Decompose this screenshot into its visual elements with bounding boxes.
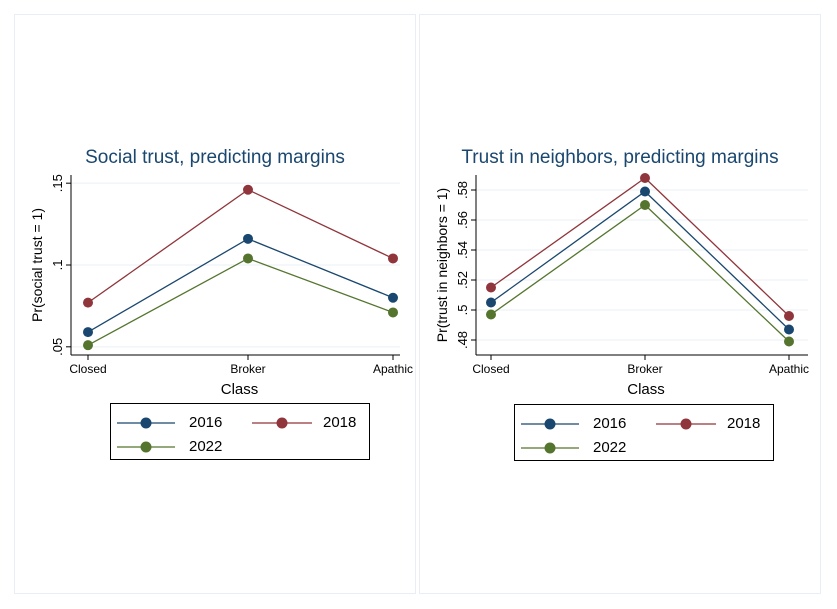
legend-label: 2018	[727, 415, 761, 432]
y-tick-label: .05	[50, 338, 65, 356]
data-point-2022	[388, 307, 398, 318]
data-point-2018	[486, 282, 496, 293]
x-tick-label: Broker	[230, 362, 265, 376]
data-point-2018	[640, 173, 650, 183]
series-line-2018	[87, 188, 394, 304]
data-point-2022	[83, 340, 93, 351]
data-point-2018	[784, 311, 794, 321]
series-line-2018	[490, 177, 790, 317]
x-tick-label: Closed	[69, 362, 106, 376]
legend-item-2018: 2018	[656, 414, 771, 434]
legend-label: 2016	[593, 415, 627, 432]
series-line-2022	[87, 257, 394, 346]
y-tick-label: .56	[455, 211, 470, 229]
legend-item-2022: 2022	[521, 438, 631, 458]
y-axis-title: Pr(social trust = 1)	[29, 208, 45, 322]
chart-plot-social-trust: .05 .1 .15 Pr(social trust = 1) Closed Broker…	[29, 174, 413, 398]
y-tick-label: .48	[455, 331, 470, 349]
legend-item-2016: 2016	[521, 414, 631, 434]
chart-legend: 2016 2018 2022	[110, 403, 370, 460]
chart-panel-trust-neighbors: Trust in neighbors, predicting margins .…	[419, 14, 821, 594]
chart-title: Trust in neighbors, predicting margins	[461, 147, 779, 168]
data-point-2018	[243, 184, 253, 195]
data-point-2016	[243, 233, 253, 244]
data-point-2016	[486, 297, 496, 308]
data-point-2016	[83, 327, 93, 338]
y-tick-label: .58	[455, 181, 470, 199]
data-point-2016	[784, 324, 794, 335]
data-point-2022	[784, 336, 794, 347]
y-tick-label: .5	[455, 305, 470, 316]
chart-title: Social trust, predicting margins	[85, 147, 345, 168]
legend-item-2016: 2016	[117, 413, 227, 433]
chart-legend: 2016 2018 2022	[514, 404, 774, 461]
legend-label: 2018	[323, 414, 357, 431]
x-tick-label: Apathic	[769, 362, 809, 376]
chart-panel-social-trust: Social trust, predicting margins .05 .1 .1…	[14, 14, 416, 594]
x-axis-title: Class	[627, 381, 665, 398]
legend-item-2018: 2018	[252, 413, 367, 433]
x-tick-label: Closed	[472, 362, 509, 376]
data-point-2016	[640, 186, 650, 197]
legend-item-2022: 2022	[117, 437, 227, 457]
y-axis-title: Pr(trust in neighbors = 1)	[434, 188, 450, 342]
y-tick-label: .1	[50, 260, 65, 271]
x-tick-label: Apathic	[373, 362, 413, 376]
y-tick-label: .54	[455, 241, 470, 259]
data-point-2022	[486, 309, 496, 320]
data-point-2016	[388, 292, 398, 303]
data-point-2018	[388, 253, 398, 264]
x-tick-label: Broker	[627, 362, 662, 376]
x-axis-title: Class	[221, 381, 259, 398]
legend-label: 2022	[189, 438, 223, 455]
legend-label: 2016	[189, 414, 223, 431]
series-line-2016	[490, 190, 790, 330]
data-point-2022	[640, 200, 650, 210]
legend-label: 2022	[593, 439, 627, 456]
chart-plot-trust-neighbors: .48 .5 .52 .54 .56 .58 Pr(trust in neighbors =…	[434, 173, 809, 398]
series-line-2016	[87, 238, 394, 333]
data-point-2022	[243, 253, 253, 264]
data-point-2018	[83, 297, 93, 308]
y-tick-label: .52	[455, 271, 470, 289]
y-tick-label: .15	[50, 174, 65, 192]
